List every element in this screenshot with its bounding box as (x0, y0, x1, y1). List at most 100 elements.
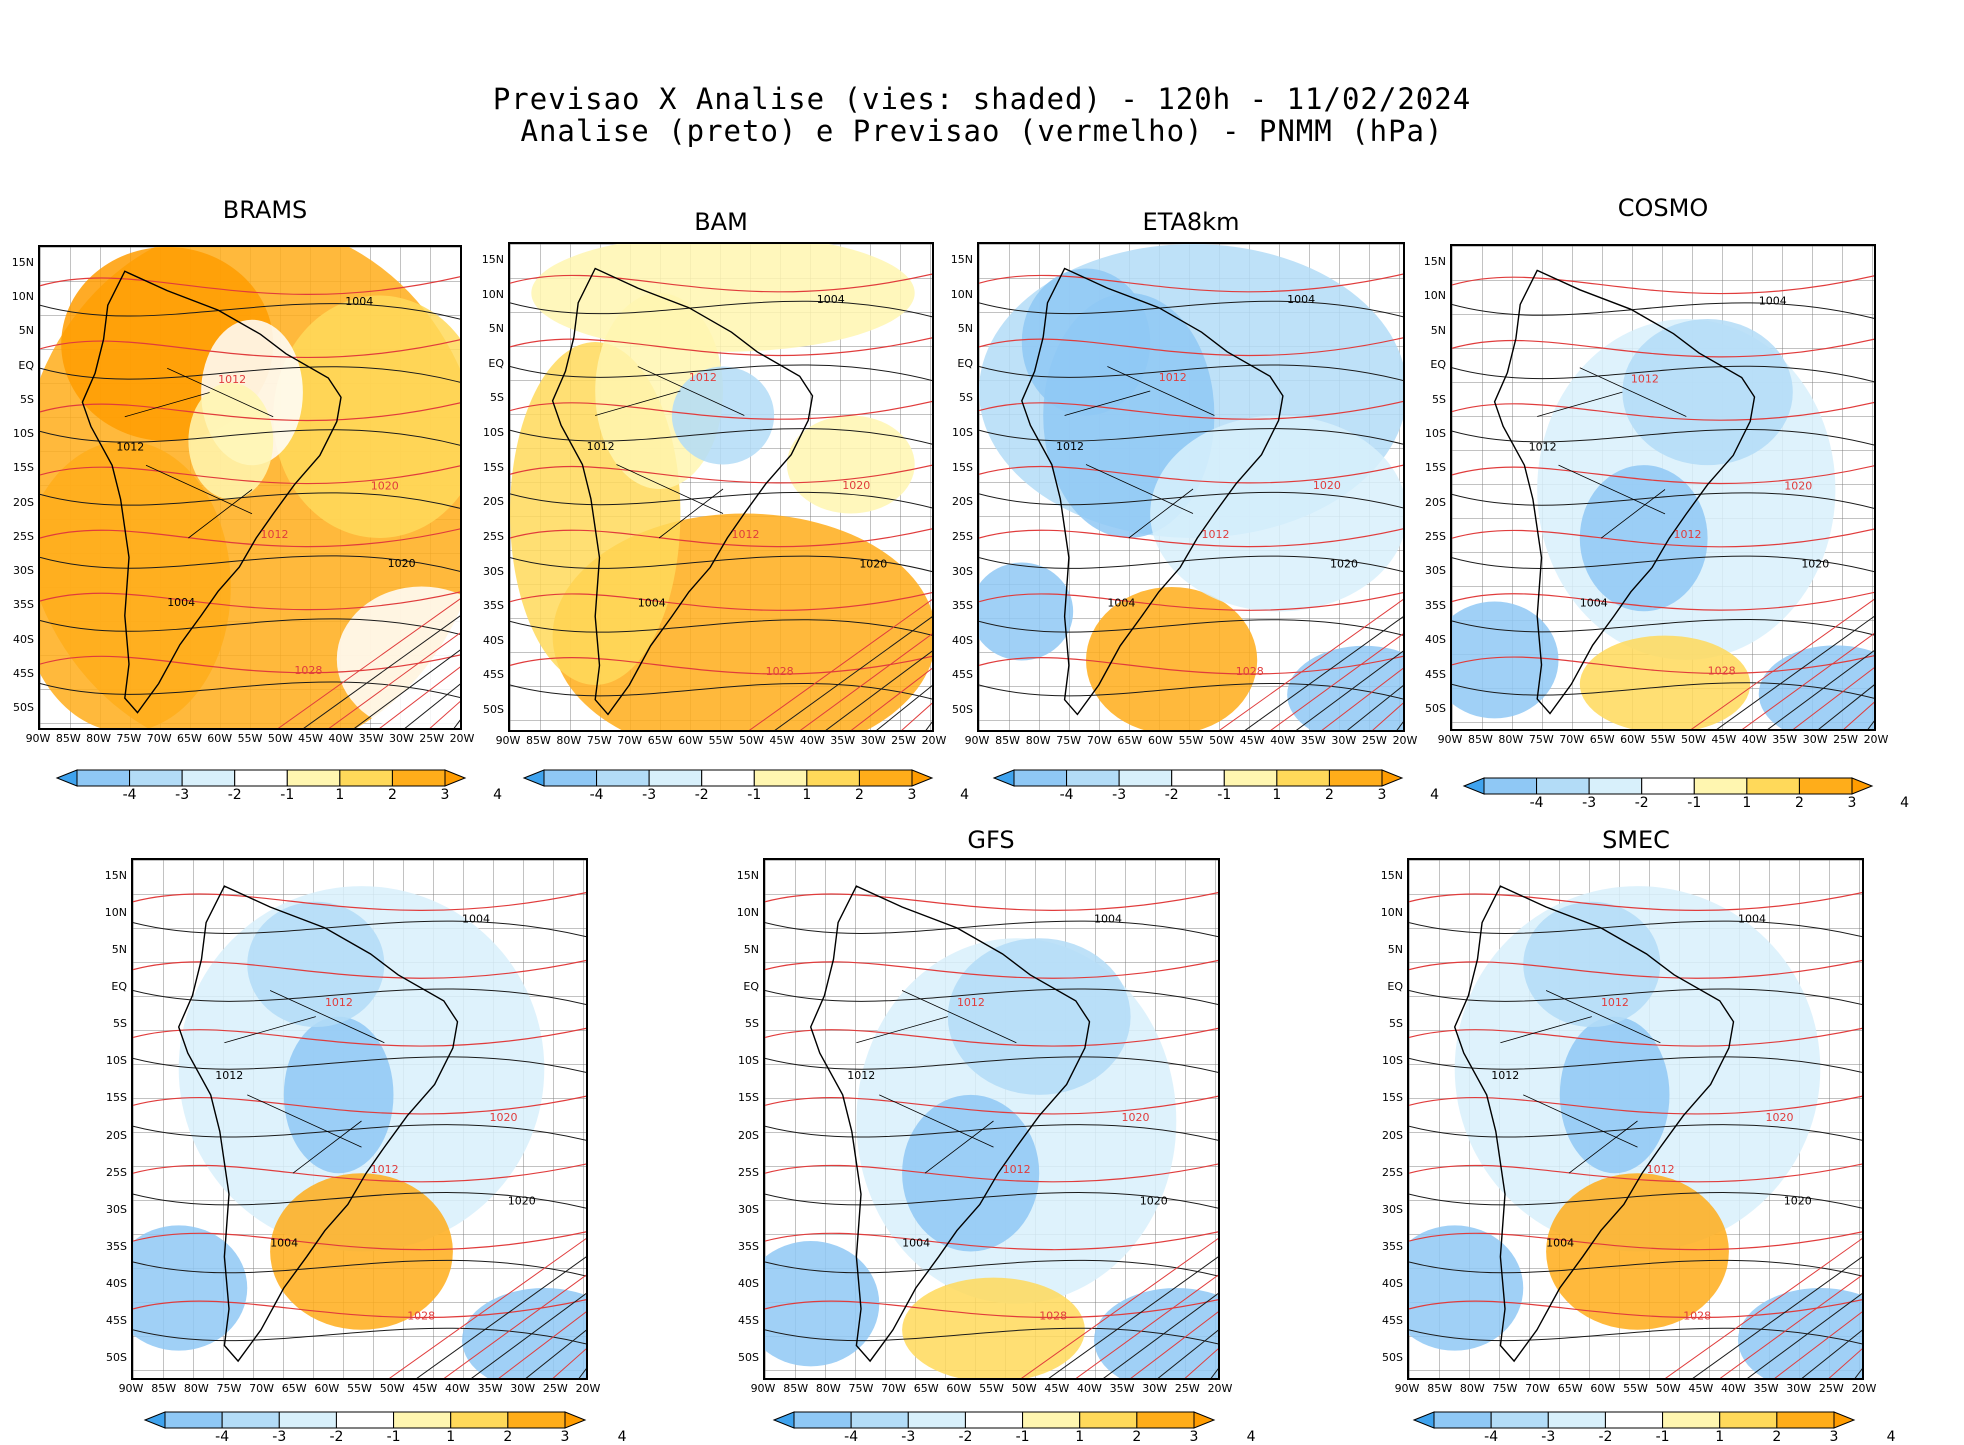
lon-tick-label: 60W (946, 1382, 972, 1395)
lat-tick-label: 5N (743, 943, 759, 957)
lat-tick-label: 25S (13, 529, 34, 543)
lat-tick-label: 40S (106, 1276, 127, 1290)
lon-tick-label: 50W (738, 734, 764, 747)
colorbar-segment (391, 769, 446, 787)
lon-tick-label: 85W (1427, 1382, 1453, 1395)
colorbar-label: -3 (642, 787, 657, 803)
lon-tick-label: 75W (1056, 734, 1082, 747)
lon-tick-label: 30W (1802, 733, 1828, 746)
forecast-isobar-label: 1020 (1313, 479, 1341, 492)
lon-tick-label: 30W (1142, 1382, 1168, 1395)
colorbar-label: -3 (1112, 787, 1127, 803)
lon-tick-label: 80W (1498, 733, 1524, 746)
forecast-isobar (1452, 465, 1874, 485)
analysis-isobar-label: 1020 (1801, 557, 1829, 570)
analysis-isobar (765, 988, 1218, 1006)
analysis-isobar (979, 428, 1403, 445)
lon-tick-label: 35W (1772, 733, 1798, 746)
colorbar-gfs (772, 1411, 1216, 1429)
colorbar-label: -1 (1217, 787, 1232, 803)
forecast-isobar (133, 1095, 586, 1115)
lon-tick-label: 85W (525, 734, 551, 747)
lat-tick-label: 15N (736, 869, 759, 882)
lat-tick-label: 30S (483, 564, 504, 578)
bias-shading (270, 1173, 453, 1330)
southern-isobar (774, 616, 932, 730)
colorbar-segment (1433, 1411, 1492, 1429)
forecast-isobar (979, 528, 1403, 548)
map-bam: 1004 1012 1012 1020 1020 1028 1004 1012 (508, 242, 934, 732)
lat-tick-label: 20S (1425, 495, 1446, 509)
colorbar-label: 2 (1132, 1429, 1142, 1445)
bias-shading (1094, 1288, 1218, 1378)
colorbar-label: 4 (1886, 1429, 1896, 1445)
colorbar-segment (393, 1411, 452, 1429)
analysis-isobar (133, 1327, 586, 1345)
lat-tick-label: 35S (952, 599, 973, 613)
analysis-isobar-label: 1004 (1546, 1236, 1574, 1249)
analysis-isobar (510, 682, 932, 700)
panel-title-eta8km: ETA8km (1142, 208, 1240, 236)
southern-isobar (1021, 1238, 1218, 1378)
colorbar-segment (1719, 1411, 1778, 1429)
lat-tick-label: 10N (1423, 289, 1446, 303)
map-canvas-gfs: 1004 1012 1012 1020 1020 1028 1004 1012 (765, 885, 1218, 1378)
lat-tick-label: 25S (483, 529, 504, 543)
forecast-isobar (1409, 1231, 1862, 1251)
country-border (145, 464, 253, 515)
forecast-isobar (765, 1163, 1218, 1183)
bias-shading (1559, 1016, 1670, 1174)
colorbar-label: -2 (1164, 787, 1179, 803)
analysis-isobar-label: 1012 (1491, 1069, 1519, 1082)
colorbar-arrow-high (564, 1411, 587, 1429)
lon-tick-label: 55W (1178, 734, 1204, 747)
colorbar-label: 2 (1324, 787, 1334, 803)
map-eta8km: 1004 1012 1012 1020 1020 1028 1004 1012 (977, 242, 1405, 732)
forecast-isobar (1409, 1163, 1862, 1183)
southern-isobar (525, 1329, 586, 1378)
country-border (1545, 990, 1661, 1044)
southern-isobar (471, 1292, 586, 1378)
lon-tick-label: 50W (1209, 734, 1234, 747)
lat-tick-label: 30S (738, 1202, 759, 1216)
analysis-isobar (40, 429, 460, 446)
colorbar-segment (335, 1411, 395, 1429)
lon-tick-label: 20W (1392, 734, 1418, 747)
lon-tick-label: 40W (328, 732, 354, 745)
lat-tick-label: EQ (1430, 358, 1446, 372)
lat-tick-label: 20S (483, 495, 504, 509)
lat-tick-label: EQ (18, 358, 34, 372)
southern-isobar (1396, 721, 1403, 730)
country-border (658, 488, 724, 539)
analysis-isobar (765, 1259, 1218, 1277)
analysis-isobar (40, 366, 460, 383)
colorbar-arrow-high (444, 769, 467, 787)
southern-isobar (1747, 1292, 1862, 1378)
colorbar-arrow-low (1412, 1411, 1435, 1429)
colorbar-label: 2 (387, 787, 397, 803)
lon-tick-label: 75W (848, 1382, 874, 1395)
forecast-isobar (1452, 275, 1874, 295)
southern-isobar (749, 599, 932, 730)
lon-tick-label: 65W (1557, 1382, 1583, 1395)
colorbar-label: 1 (1715, 1429, 1725, 1445)
analysis-isobar-label: 1012 (847, 1069, 875, 1082)
southern-isobar (1210, 1368, 1218, 1378)
map-canvas-eta8km: 1004 1012 1012 1020 1020 1028 1004 1012 (979, 244, 1403, 730)
southern-isobar (1716, 615, 1874, 729)
southern-isobar (552, 1348, 586, 1378)
analysis-isobar-label: 1004 (1759, 294, 1787, 307)
lat-tick-label: 50S (1425, 702, 1446, 715)
bias-shading (1523, 901, 1661, 1028)
lon-tick-label: 20W (921, 734, 947, 747)
forecast-isobar-label: 1028 (1708, 665, 1736, 678)
colorbar-label: -2 (694, 787, 709, 803)
colorbar-arrow-low (55, 769, 78, 787)
lon-tick-label: 40W (1270, 734, 1296, 747)
country-border (124, 392, 210, 418)
analysis-isobar-label: 1004 (270, 1236, 298, 1249)
lon-tick-label: 40W (1076, 1382, 1102, 1395)
southern-isobar (498, 1311, 586, 1378)
map-canvas-cosmo: 1004 1012 1012 1020 1020 1028 1004 1012 (1452, 269, 1874, 729)
lon-tick-label: 75W (216, 1382, 242, 1395)
